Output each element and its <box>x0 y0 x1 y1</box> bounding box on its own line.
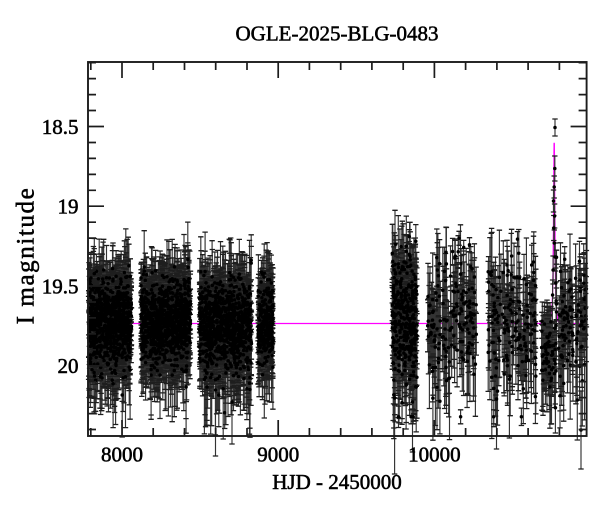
svg-text:10000: 10000 <box>408 443 461 467</box>
svg-text:9000: 9000 <box>257 443 299 467</box>
svg-text:HJD - 2450000: HJD - 2450000 <box>272 470 402 494</box>
svg-text:19.5: 19.5 <box>42 274 79 298</box>
svg-text:8000: 8000 <box>101 443 143 467</box>
svg-text:OGLE-2025-BLG-0483: OGLE-2025-BLG-0483 <box>236 22 439 46</box>
svg-text:20: 20 <box>58 354 79 378</box>
svg-text:18.5: 18.5 <box>42 115 79 139</box>
svg-text:I magnitude: I magnitude <box>13 187 40 325</box>
svg-text:19: 19 <box>58 195 79 219</box>
